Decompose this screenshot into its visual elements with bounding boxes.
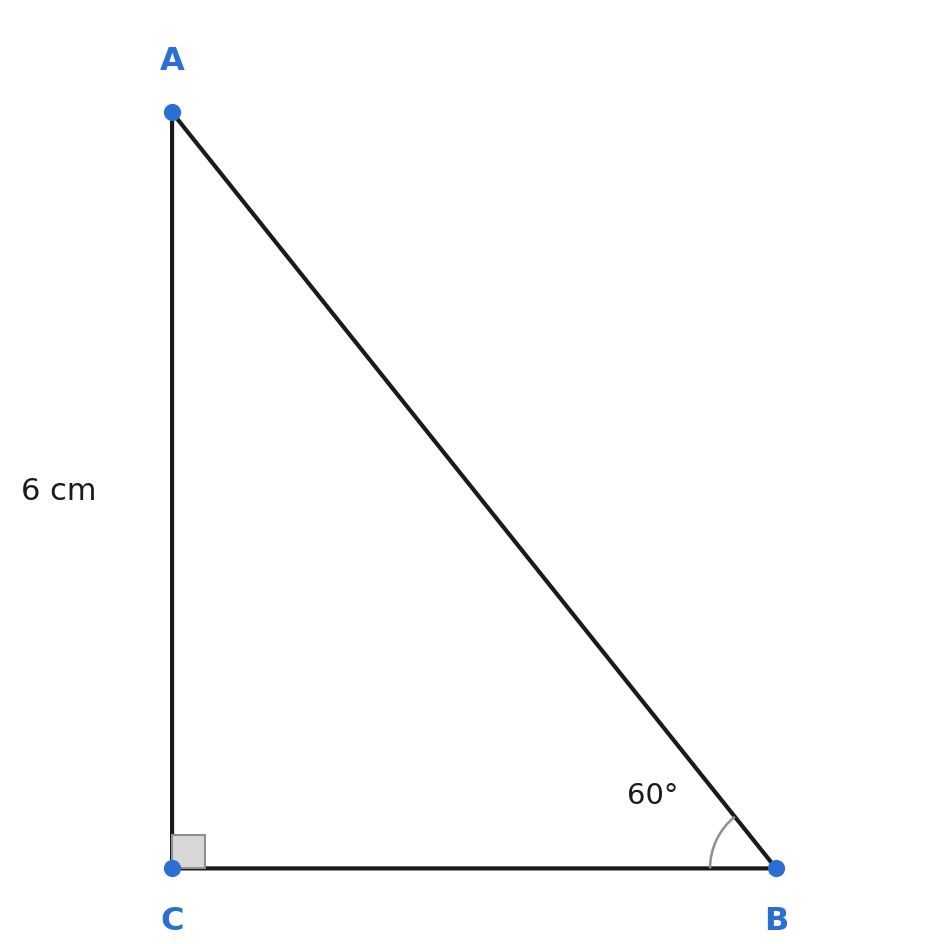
Point <box>165 861 180 876</box>
Polygon shape <box>172 835 205 868</box>
Text: C: C <box>160 905 184 936</box>
Text: B: B <box>764 905 788 936</box>
Text: 60°: 60° <box>627 781 678 809</box>
Text: 6 cm: 6 cm <box>21 477 96 505</box>
Point <box>165 106 180 121</box>
Text: A: A <box>160 46 184 76</box>
Point <box>768 861 783 876</box>
